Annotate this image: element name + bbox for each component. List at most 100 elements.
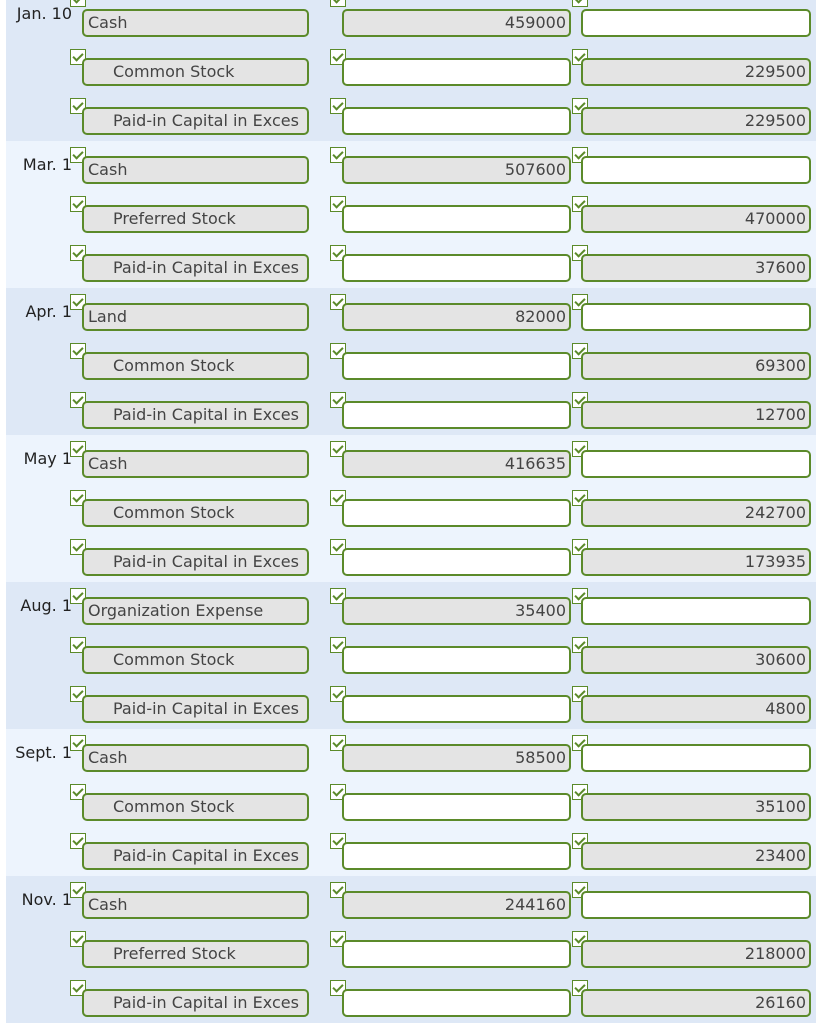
- account-title-field[interactable]: Common Stock: [82, 58, 309, 86]
- account-title-field[interactable]: Cash: [82, 744, 309, 772]
- account-title-field[interactable]: Paid-in Capital in Exces: [82, 695, 309, 723]
- credit-amount-field[interactable]: [581, 303, 811, 331]
- credit-amount-field[interactable]: 173935: [581, 548, 811, 576]
- account-title-field[interactable]: Cash: [82, 891, 309, 919]
- debit-amount-field[interactable]: [342, 646, 571, 674]
- credit-amount-field[interactable]: 30600: [581, 646, 811, 674]
- journal-line: Common Stock 35100: [6, 784, 816, 833]
- debit-amount-field[interactable]: [342, 989, 571, 1017]
- journal-line: Cash 244160: [6, 882, 816, 931]
- correct-check-icon: [572, 0, 588, 7]
- account-title-field[interactable]: Paid-in Capital in Exces: [82, 254, 309, 282]
- debit-amount-field[interactable]: [342, 107, 571, 135]
- journal-entry: Mar. 1 Cash 507600 Preferred Stock 470000 Pai…: [6, 141, 816, 288]
- credit-amount-field[interactable]: [581, 891, 811, 919]
- account-title-field[interactable]: Common Stock: [82, 499, 309, 527]
- journal-entry: Aug. 1 Organization Expense 35400 Common St…: [6, 582, 816, 729]
- entry-date: May 1: [23, 449, 72, 468]
- journal-line: Land 82000: [6, 294, 816, 343]
- journal-line: Paid-in Capital in Exces 173935: [6, 539, 816, 588]
- account-title-field[interactable]: Land: [82, 303, 309, 331]
- debit-amount-field[interactable]: 244160: [342, 891, 571, 919]
- debit-amount-field[interactable]: 507600: [342, 156, 571, 184]
- journal-line: Paid-in Capital in Exces 229500: [6, 98, 816, 147]
- credit-amount-field[interactable]: 12700: [581, 401, 811, 429]
- journal-line: Preferred Stock 218000: [6, 931, 816, 980]
- entry-date: Jan. 10: [16, 4, 72, 23]
- journal-line: Cash 507600: [6, 147, 816, 196]
- journal-line: Cash 416635: [6, 441, 816, 490]
- journal-line: Common Stock 30600: [6, 637, 816, 686]
- debit-amount-field[interactable]: [342, 352, 571, 380]
- account-title-field[interactable]: Organization Expense: [82, 597, 309, 625]
- account-title-field[interactable]: Cash: [82, 450, 309, 478]
- credit-amount-field[interactable]: 229500: [581, 107, 811, 135]
- entry-date: Aug. 1: [20, 596, 72, 615]
- debit-amount-field[interactable]: [342, 58, 571, 86]
- account-title-field[interactable]: Common Stock: [82, 793, 309, 821]
- entry-date: Sept. 1: [15, 743, 72, 762]
- debit-amount-field[interactable]: [342, 940, 571, 968]
- account-title-field[interactable]: Paid-in Capital in Exces: [82, 548, 309, 576]
- credit-amount-field[interactable]: [581, 597, 811, 625]
- account-title-field[interactable]: Common Stock: [82, 352, 309, 380]
- credit-amount-field[interactable]: [581, 744, 811, 772]
- entry-date: Apr. 1: [25, 302, 72, 321]
- account-title-field[interactable]: Preferred Stock: [82, 205, 309, 233]
- debit-amount-field[interactable]: [342, 793, 571, 821]
- journal-line: Paid-in Capital in Exces 4800: [6, 686, 816, 735]
- correct-check-icon: [330, 0, 346, 7]
- credit-amount-field[interactable]: [581, 9, 811, 37]
- journal-line: Common Stock 229500: [6, 49, 816, 98]
- journal-line: Common Stock 242700: [6, 490, 816, 539]
- credit-amount-field[interactable]: 218000: [581, 940, 811, 968]
- credit-amount-field[interactable]: [581, 156, 811, 184]
- debit-amount-field[interactable]: [342, 205, 571, 233]
- journal-entry: May 1 Cash 416635 Common Stock 242700 Paid-in…: [6, 435, 816, 582]
- account-title-field[interactable]: Paid-in Capital in Exces: [82, 107, 309, 135]
- journal-line: Organization Expense 35400: [6, 588, 816, 637]
- credit-amount-field[interactable]: 23400: [581, 842, 811, 870]
- credit-amount-field[interactable]: 470000: [581, 205, 811, 233]
- account-title-field[interactable]: Cash: [82, 156, 309, 184]
- debit-amount-field[interactable]: [342, 254, 571, 282]
- journal-line: Paid-in Capital in Exces 12700: [6, 392, 816, 441]
- debit-amount-field[interactable]: 58500: [342, 744, 571, 772]
- credit-amount-field[interactable]: 69300: [581, 352, 811, 380]
- journal-line: Paid-in Capital in Exces 37600: [6, 245, 816, 294]
- journal-entry: Sept. 1 Cash 58500 Common Stock 35100 Paid-in…: [6, 729, 816, 876]
- credit-amount-field[interactable]: 242700: [581, 499, 811, 527]
- credit-amount-field[interactable]: [581, 450, 811, 478]
- debit-amount-field[interactable]: 416635: [342, 450, 571, 478]
- debit-amount-field[interactable]: [342, 842, 571, 870]
- credit-amount-field[interactable]: 37600: [581, 254, 811, 282]
- debit-amount-field[interactable]: 35400: [342, 597, 571, 625]
- correct-check-icon: [70, 0, 86, 7]
- debit-amount-field[interactable]: 459000: [342, 9, 571, 37]
- journal-line: Common Stock 69300: [6, 343, 816, 392]
- journal-entry: Jan. 10 Cash 459000 Common Stock 229500 Paid-…: [6, 0, 816, 141]
- credit-amount-field[interactable]: 229500: [581, 58, 811, 86]
- debit-amount-field[interactable]: [342, 401, 571, 429]
- account-title-field[interactable]: Paid-in Capital in Exces: [82, 842, 309, 870]
- account-title-field[interactable]: Preferred Stock: [82, 940, 309, 968]
- credit-amount-field[interactable]: 35100: [581, 793, 811, 821]
- account-title-field[interactable]: Paid-in Capital in Exces: [82, 401, 309, 429]
- account-title-field[interactable]: Cash: [82, 9, 309, 37]
- entry-date: Nov. 1: [21, 890, 72, 909]
- journal-line: Cash 459000: [6, 0, 816, 49]
- credit-amount-field[interactable]: 26160: [581, 989, 811, 1017]
- account-title-field[interactable]: Paid-in Capital in Exces: [82, 989, 309, 1017]
- journal-line: Preferred Stock 470000: [6, 196, 816, 245]
- debit-amount-field[interactable]: [342, 499, 571, 527]
- debit-amount-field[interactable]: [342, 548, 571, 576]
- journal-line: Paid-in Capital in Exces 26160: [6, 980, 816, 1029]
- credit-amount-field[interactable]: 4800: [581, 695, 811, 723]
- debit-amount-field[interactable]: 82000: [342, 303, 571, 331]
- account-title-field[interactable]: Common Stock: [82, 646, 309, 674]
- journal-entry: Nov. 1 Cash 244160 Preferred Stock 218000 Pai…: [6, 876, 816, 1023]
- journal-line: Paid-in Capital in Exces 23400: [6, 833, 816, 882]
- journal-line: Cash 58500: [6, 735, 816, 784]
- debit-amount-field[interactable]: [342, 695, 571, 723]
